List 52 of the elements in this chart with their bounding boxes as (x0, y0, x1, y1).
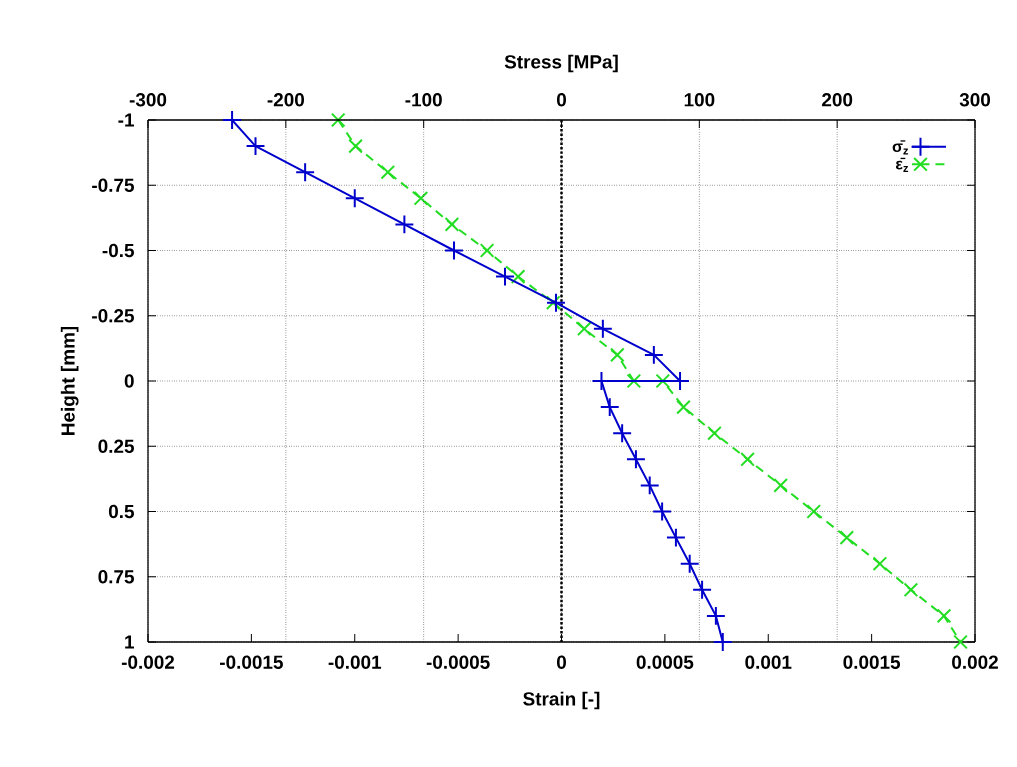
point (413, 190, 429, 206)
y-tick-label: -0.5 (102, 243, 134, 258)
x-tick-label: -0.001 (328, 655, 382, 669)
y-axis-title: Height [mm] (60, 326, 79, 435)
x-tick-label: 0.002 (952, 655, 998, 669)
y-tick-label: 0 (124, 374, 134, 388)
x-tick-label: -0.0005 (426, 655, 490, 669)
y-tick-label: 1 (125, 635, 134, 649)
point (444, 217, 460, 232)
x2-tick-label: 100 (684, 93, 715, 107)
point (510, 269, 526, 284)
x-tick-label: -0.002 (121, 655, 175, 669)
x2-tick-label: -200 (267, 93, 304, 107)
point (936, 608, 952, 624)
point (903, 582, 919, 598)
x2-tick-label: -100 (405, 93, 442, 107)
legend-label: ε̄$_{z}$ (895, 157, 909, 172)
x2-tick-label: 0 (556, 93, 566, 107)
point (655, 373, 671, 389)
x2-axis-title: Stress [MPa] (504, 54, 618, 73)
point (609, 347, 625, 363)
y-tick-label: -1 (118, 113, 134, 127)
x-tick-label: 0 (556, 655, 566, 669)
point (806, 504, 822, 519)
point (576, 321, 592, 337)
y-tick-label: -0.25 (92, 309, 134, 323)
point (545, 295, 561, 311)
point (676, 399, 691, 415)
point (626, 373, 642, 389)
x-tick-label: -0.0015 (220, 655, 283, 669)
point (330, 112, 346, 128)
point (707, 425, 722, 441)
x2-tick-label: -300 (129, 93, 167, 107)
point (348, 138, 363, 154)
x-tick-label: 0.0005 (636, 655, 694, 669)
point (479, 243, 495, 258)
point (740, 451, 755, 467)
point (773, 478, 788, 493)
point (872, 556, 888, 572)
x-axis-title: Strain [-] (523, 691, 600, 710)
y-tick-label: 0.25 (98, 439, 134, 453)
x-tick-label: 0.001 (745, 655, 792, 669)
y-tick-label: 0.75 (98, 570, 134, 584)
y-tick-label: -0.75 (92, 178, 134, 192)
point (953, 634, 968, 650)
x2-tick-label: 200 (822, 93, 853, 107)
y-tick-label: 0.5 (108, 504, 134, 519)
point (839, 530, 855, 545)
point (380, 164, 396, 180)
x2-tick-label: 300 (959, 93, 991, 107)
x-tick-label: 0.0015 (843, 655, 901, 669)
legend-label: σ̄$_{z}$ (892, 140, 909, 155)
